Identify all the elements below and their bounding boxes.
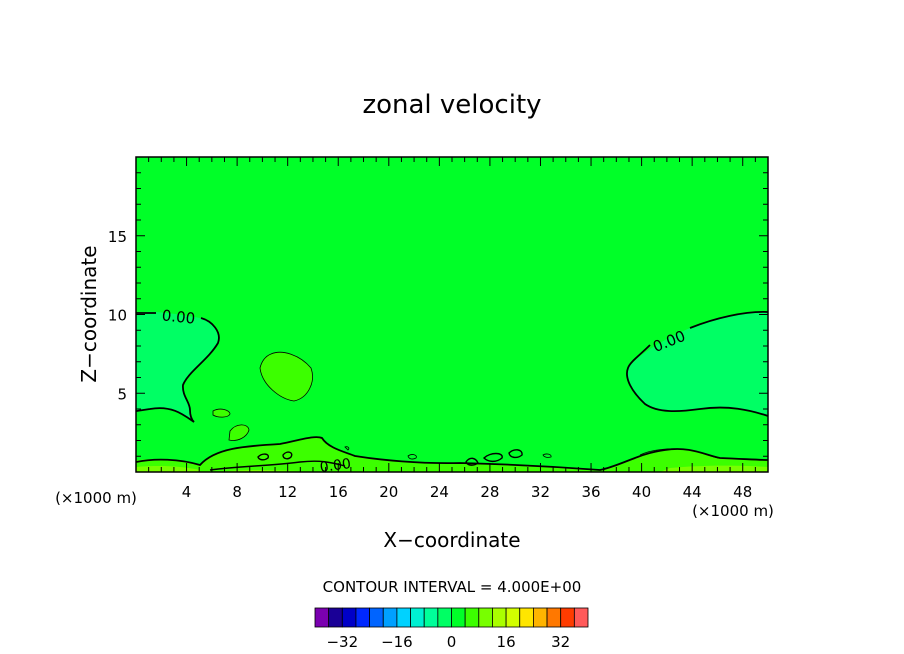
- colorbar-cell: [519, 607, 534, 628]
- y-tick-labels: 5 10 15: [108, 228, 127, 404]
- x-unit-label: (×1000 m): [692, 502, 774, 520]
- x-tick-label: 20: [379, 483, 398, 501]
- field-background: [136, 157, 768, 472]
- x-tick-label: 24: [430, 483, 449, 501]
- x-tick-label: 8: [232, 483, 242, 501]
- colorbar-cell: [410, 607, 425, 628]
- colorbar-cell: [492, 607, 507, 628]
- colorbar-cell: [451, 607, 466, 628]
- contour-label-bottom: 0.00: [319, 456, 352, 476]
- colorbar-tick-label: 0: [447, 633, 457, 651]
- x-tick-label: 32: [531, 483, 550, 501]
- positive-patch-small-1: [213, 409, 230, 418]
- negative-region-right: [626, 311, 768, 416]
- chart-title: zonal velocity: [362, 90, 541, 120]
- colorbar-cell: [369, 607, 384, 628]
- positive-patch-center: [260, 352, 313, 401]
- thin-contour-patch: [212, 351, 719, 460]
- colorbar-cell: [341, 607, 357, 628]
- x-tick-label: 40: [632, 483, 651, 501]
- colorbar-cell: [314, 607, 330, 628]
- y-axis-label: Z−coordinate: [77, 245, 101, 382]
- colorbar-cell: [478, 607, 493, 628]
- negative-region-left: [136, 311, 219, 422]
- x-tick-label: 16: [329, 483, 348, 501]
- y-tick-label: 5: [117, 385, 127, 403]
- x-tick-labels: 4 8 12 16 20 24 28 32 36 40 44 48: [182, 483, 752, 501]
- colorbar-cell: [560, 607, 575, 628]
- x-axis-label: X−coordinate: [383, 528, 520, 552]
- plot-area: 0.00 0.00 0.00: [136, 157, 768, 476]
- colorbar-cell: [396, 607, 411, 628]
- colorbar-cell: [437, 607, 452, 628]
- y-tick-label: 15: [108, 228, 127, 246]
- axis-ticks: [136, 157, 768, 472]
- x-tick-label: 48: [733, 483, 752, 501]
- y-tick-label: 10: [108, 307, 127, 325]
- colorbar-tick-label: −32: [326, 633, 358, 651]
- colorbar-cell: [573, 607, 589, 628]
- colorbar-tick-label: 16: [497, 633, 516, 651]
- colorbar-labels: −32 −16 0 16 32: [326, 633, 570, 651]
- zero-contour-left: [136, 312, 220, 423]
- colorbar-cell: [546, 607, 562, 628]
- x-tick-label: 36: [581, 483, 600, 501]
- x-tick-label: 4: [182, 483, 192, 501]
- colorbar-cell: [382, 607, 398, 628]
- colorbar-cell: [423, 607, 439, 628]
- colorbar-cell: [355, 607, 371, 628]
- x-tick-label: 28: [480, 483, 499, 501]
- x-tick-label: 44: [683, 483, 702, 501]
- zero-contour-bottom-2: [209, 460, 346, 471]
- zero-contour-right: [626, 311, 768, 417]
- colorbar-cell: [464, 607, 480, 628]
- colorbar-cell: [533, 607, 548, 628]
- colorbar-cell: [328, 607, 343, 628]
- contour-label-left: 0.00: [161, 306, 196, 327]
- colorbar: [314, 607, 589, 628]
- y-unit-label: (×1000 m): [55, 489, 137, 507]
- colorbar-tick-label: −16: [381, 633, 413, 651]
- colorbar-tick-label: 32: [551, 633, 570, 651]
- x-tick-label: 12: [278, 483, 297, 501]
- colorbar-cell: [505, 607, 521, 628]
- contour-interval-text: CONTOUR INTERVAL = 4.000E+00: [323, 578, 582, 596]
- zero-contour-small-loops: [257, 449, 523, 466]
